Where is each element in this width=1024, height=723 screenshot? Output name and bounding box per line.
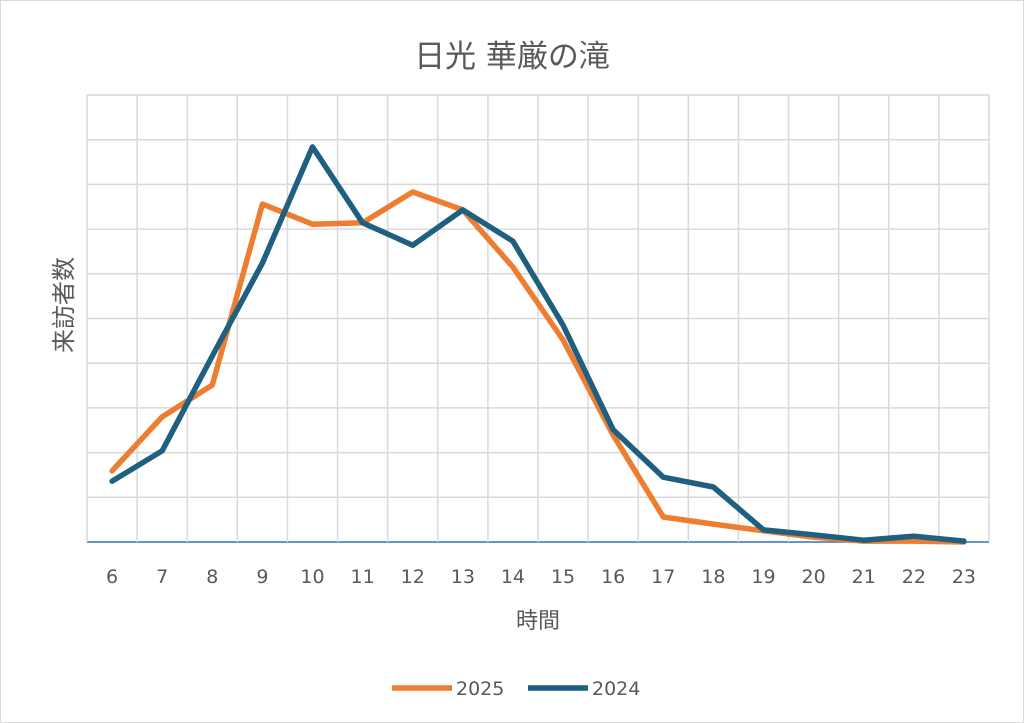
x-tick-label: 12 [401,566,425,588]
x-axis-label: 時間 [516,609,560,634]
x-tick-label: 10 [300,566,324,588]
x-tick-label: 13 [451,566,475,588]
legend: 2025 2024 [392,678,640,700]
gridlines [86,94,990,543]
legend-label-2024: 2024 [592,678,640,700]
series-line-2024 [109,144,967,544]
x-tick-label: 17 [651,566,675,588]
x-tick-label: 7 [156,566,168,588]
x-tick-label: 15 [551,566,575,588]
x-tick-label: 14 [501,566,525,588]
x-tick-label: 6 [106,566,118,588]
x-tick-label: 18 [701,566,725,588]
x-tick-label: 20 [802,566,826,588]
series-lines [109,144,967,545]
x-tick-labels: 6 7 8 9 10 11 12 13 14 15 16 17 18 19 20 21 22 23 [106,566,976,588]
legend-label-2025: 2025 [456,678,504,700]
x-tick-label: 22 [902,566,926,588]
x-tick-label: 19 [751,566,775,588]
x-tick-label: 16 [601,566,625,588]
x-tick-label: 9 [256,566,268,588]
x-tick-label: 8 [206,566,218,588]
chart-title: 日光 華厳の滝 [414,39,610,75]
x-tick-label: 21 [852,566,876,588]
y-axis-label: 来訪者数 [50,257,78,353]
x-tick-label: 11 [351,566,375,588]
x-tick-label: 23 [952,566,976,588]
